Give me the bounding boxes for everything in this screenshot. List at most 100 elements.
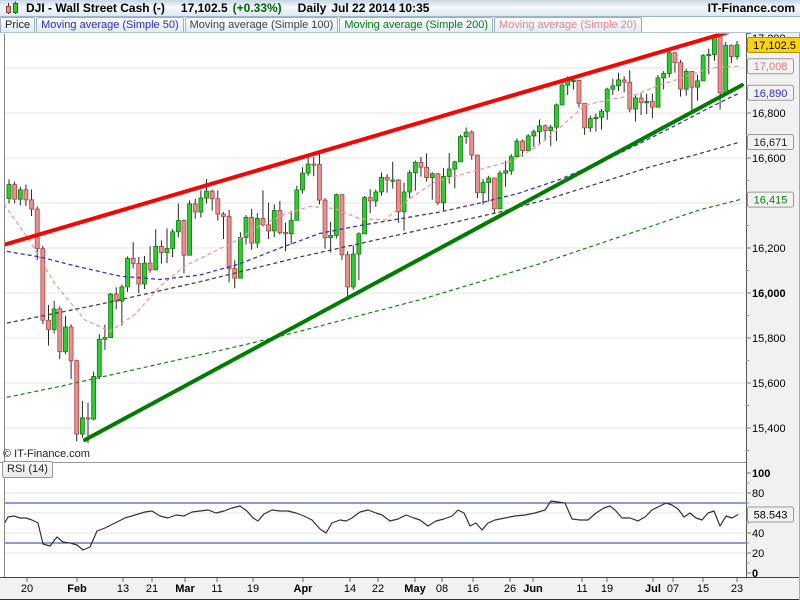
candle-up (452, 161, 458, 170)
candle-up (723, 45, 729, 94)
tab-ma-simple-200[interactable]: Moving average (Simple 200) (339, 17, 494, 32)
candle-up (243, 216, 249, 238)
candle-up (379, 176, 384, 193)
candle-down (345, 254, 351, 288)
candle-up (559, 84, 565, 106)
time-tick-label: 11 (211, 583, 222, 595)
change-percent-text: (+0.33%) (232, 1, 282, 15)
candle-down (384, 176, 390, 181)
candle-down (395, 179, 401, 213)
time-tick-label: Apr (294, 583, 314, 595)
candle-up (683, 70, 689, 90)
ma20-value-badge-text: 17,008 (754, 61, 788, 73)
candle-down (158, 246, 164, 253)
candle-down (418, 161, 424, 168)
time-tick-label: 08 (436, 583, 448, 595)
candle-down (147, 262, 153, 271)
candle-up (537, 125, 542, 133)
candle-up (17, 189, 23, 200)
candle-down (283, 232, 288, 235)
candle-up (633, 97, 638, 110)
rsi-tick-label: 40 (752, 528, 764, 540)
ma50-value-badge (747, 84, 794, 101)
last-price-text: 17,102.5 (180, 1, 228, 15)
candle-down (367, 197, 373, 202)
tab-ma-simple-20[interactable]: Moving average (Simple 20) (494, 17, 642, 32)
candle-up (661, 73, 667, 79)
candle-down (266, 224, 271, 232)
price-tick-label: 15,800 (752, 333, 786, 345)
candle-down (424, 166, 430, 178)
candle-up (254, 218, 260, 244)
candle-down (40, 248, 46, 321)
candle-down (209, 190, 215, 200)
candle-up (288, 219, 294, 234)
candle-up (514, 140, 520, 158)
candle-up (525, 135, 531, 151)
indicator-tabs-row: Price Moving average (Simple 50) Moving av… (0, 17, 800, 33)
candle-up (198, 197, 204, 213)
sma20-line (4, 65, 741, 332)
timeframe-label: Daily (297, 1, 327, 15)
candle-up (271, 210, 277, 232)
tab-ma-simple-100[interactable]: Moving average (Simple 100) (184, 17, 339, 32)
candle-up (706, 54, 712, 57)
time-axis-strip (0, 578, 800, 600)
tab-price[interactable]: Price (0, 17, 36, 32)
rsi-value-badge (747, 506, 794, 523)
candle-down (192, 203, 198, 213)
candle-down (57, 308, 63, 353)
price-tick-label: 15,400 (752, 423, 786, 435)
time-tick-label: 26 (504, 583, 516, 595)
sma100-line (4, 141, 741, 325)
time-tick-label: 07 (667, 583, 679, 595)
candle-down (215, 198, 221, 215)
candle-down (339, 194, 345, 256)
candle-up (616, 79, 621, 87)
brand-label: IT-Finance.com (707, 1, 795, 15)
price-axis-strip (746, 25, 800, 578)
candle-down (520, 140, 525, 151)
candle-down (181, 220, 187, 256)
candle-up (108, 293, 113, 338)
candle-down (23, 189, 29, 201)
candle-up (458, 136, 463, 163)
tab-ma-simple-50[interactable]: Moving average (Simple 50) (36, 17, 184, 32)
candle-up (587, 118, 593, 129)
sma50-line (4, 92, 741, 281)
candle-down (130, 257, 136, 264)
candle-down (68, 326, 74, 362)
candle-up (503, 170, 509, 174)
candle-down (576, 79, 582, 104)
time-tick-label: 22 (372, 583, 384, 595)
time-tick-label: Jul (645, 583, 661, 595)
candle-up (712, 36, 717, 55)
candles-layer (6, 34, 740, 444)
candle-up (362, 197, 367, 235)
last-price-badge-text: 17,102.5 (753, 40, 796, 52)
price-tick-label: 16,600 (752, 153, 786, 165)
rsi-value-badge-text: 58.543 (754, 509, 788, 521)
rsi-indicator-tab[interactable]: RSI (14) (2, 461, 53, 478)
time-tick-label: 19 (247, 583, 259, 595)
candle-up (63, 326, 68, 353)
title-bar: DJI - Wall Street Cash (-) 17,102.5 (+0.… (0, 0, 800, 17)
time-tick-label: May (404, 583, 426, 595)
candle-up (175, 220, 181, 233)
time-tick-label: 14 (344, 583, 356, 595)
candle-down (311, 163, 317, 166)
time-tick-label: 23 (731, 583, 743, 595)
candle-up (142, 262, 147, 285)
candle-up (164, 248, 170, 253)
candle-down (277, 210, 283, 233)
candle-up (333, 194, 339, 236)
last-price-badge (747, 36, 800, 53)
rsi-tick-label: 0 (752, 568, 758, 580)
candle-down (34, 208, 40, 250)
candle-down (475, 154, 480, 194)
candle-down (136, 263, 142, 285)
candle-up (91, 376, 97, 420)
time-tick-label: 15 (697, 583, 709, 595)
time-tick-label: 16 (467, 583, 479, 595)
